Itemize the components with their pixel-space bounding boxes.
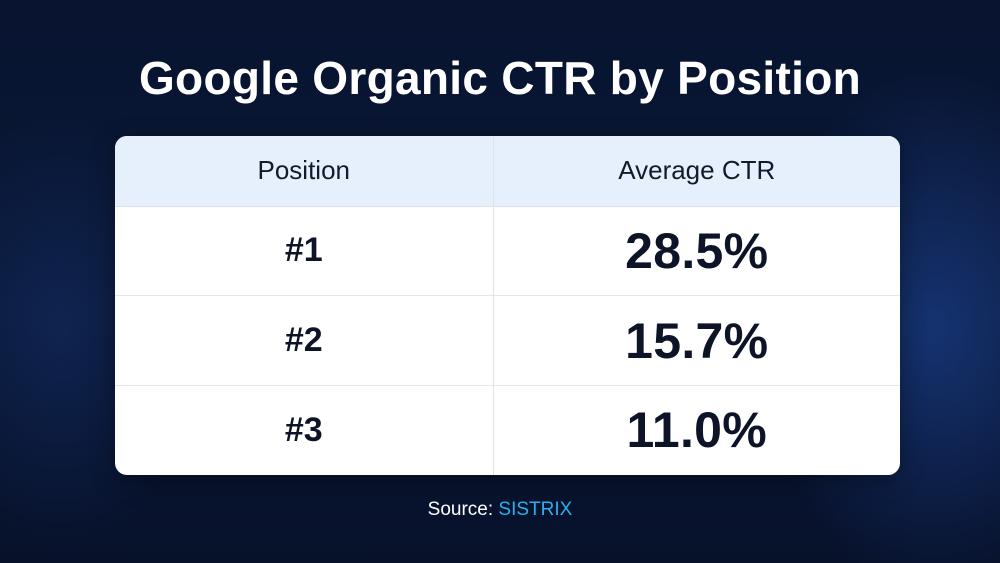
ctr-table: Position Average CTR #1 28.5% #2 15.7% #… [115, 136, 900, 475]
source-credit: Source: SISTRIX [0, 497, 1000, 523]
table-row: #2 15.7% [115, 295, 900, 386]
source-name: SISTRIX [498, 499, 573, 520]
ctr-value-cell: 28.5% [492, 206, 900, 296]
page-title: Google Organic CTR by Position [138, 52, 862, 104]
column-header-position: Position [115, 136, 493, 207]
column-header-average-ctr: Average CTR [492, 136, 900, 207]
table-header-row: Position Average CTR [115, 136, 900, 207]
position-cell: #2 [115, 295, 493, 386]
position-cell: #3 [115, 384, 493, 475]
source-label: Source: [427, 499, 494, 520]
ctr-value-cell: 11.0% [492, 384, 900, 475]
position-cell: #1 [284, 231, 323, 270]
ctr-table-card: Position Average CTR #1 28.5% #2 15.7% #… [115, 136, 900, 475]
table-row: #1 28.5% [115, 206, 900, 296]
table-row: #3 11.0% [115, 384, 900, 475]
ctr-value-cell: 15.7% [492, 295, 900, 386]
